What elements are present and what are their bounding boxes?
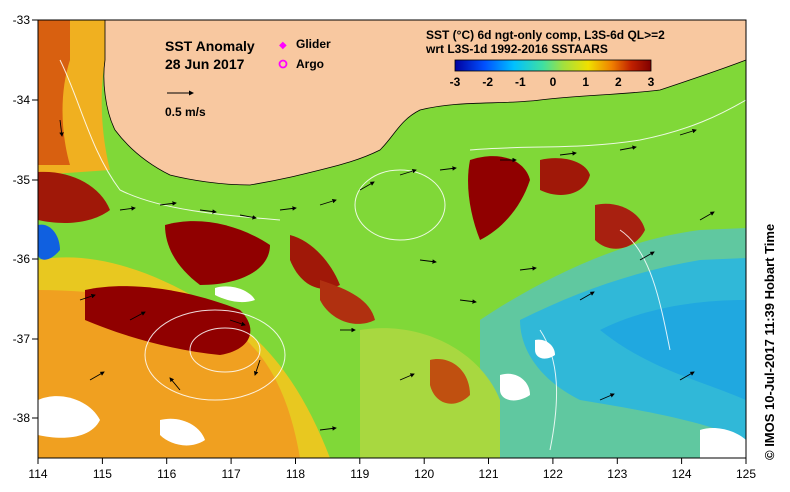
colorbar-tick: 2 — [615, 75, 622, 89]
map-title: SST Anomaly — [165, 38, 255, 54]
lon-label: 114 — [28, 467, 47, 481]
colorbar-tick: 1 — [582, 75, 589, 89]
lat-label: -33 — [13, 13, 31, 27]
colorbar-tick: -3 — [450, 75, 461, 89]
lon-label: 115 — [93, 467, 112, 481]
scale-label: 0.5 m/s — [165, 105, 206, 119]
glider-marker-icon: ◆ — [279, 40, 287, 51]
lat-label: -38 — [13, 411, 31, 425]
lon-label: 124 — [672, 467, 692, 481]
map-frame — [37, 19, 747, 459]
current-vectors — [59, 119, 715, 431]
longitude-labels: 114 115 116 117 118 119 120 121 122 123 … — [28, 467, 756, 481]
lon-label: 122 — [543, 467, 563, 481]
argo-marker-icon — [278, 59, 288, 69]
lat-label: -37 — [13, 332, 31, 346]
latitude-labels: -33 -34 -35 -36 -37 -38 — [13, 13, 31, 425]
lon-label: 120 — [414, 467, 434, 481]
lat-label: -35 — [13, 173, 31, 187]
colorbar — [454, 59, 652, 72]
axis-ticks — [32, 19, 747, 464]
colorbar-title: SST (°C) 6d ngt-only comp, L3S-6d QL>=2 — [426, 28, 665, 42]
lon-label: 116 — [157, 467, 176, 481]
lon-label: 125 — [736, 467, 756, 481]
colorbar-tick: 3 — [648, 75, 655, 89]
colorbar-subtitle: wrt L3S-1d 1992-2016 SSTAARS — [425, 42, 608, 56]
lon-label: 121 — [478, 467, 498, 481]
lon-label: 118 — [286, 467, 305, 481]
colorbar-tick: -1 — [515, 75, 526, 89]
imos-credit: © IMOS 10-Jul-2017 11:39 Hobart Time — [762, 223, 777, 460]
lat-label: -36 — [13, 252, 31, 266]
colorbar-ticks: -3 -2 -1 0 1 2 3 — [450, 75, 655, 89]
lon-label: 117 — [222, 467, 241, 481]
glider-legend-label: Glider — [296, 37, 331, 51]
lon-label: 119 — [350, 467, 369, 481]
ssh-contours — [59, 59, 746, 451]
lon-label: 123 — [607, 467, 627, 481]
map-date: 28 Jun 2017 — [165, 56, 245, 72]
argo-legend-label: Argo — [296, 57, 324, 71]
lat-label: -34 — [13, 93, 31, 107]
colorbar-tick: 0 — [550, 75, 557, 89]
colorbar-tick: -2 — [482, 75, 493, 89]
